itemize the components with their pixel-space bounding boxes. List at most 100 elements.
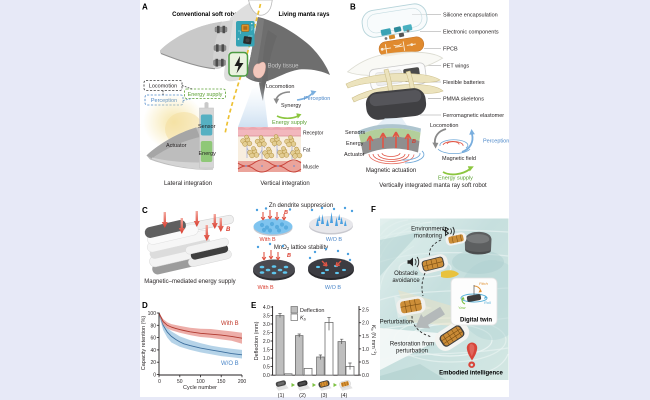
svg-text:Kb: Kb (300, 316, 307, 322)
svg-text:Cycle number: Cycle number (183, 385, 217, 391)
svg-text:Locomotion: Locomotion (149, 84, 177, 90)
svg-text:0.5: 0.5 (263, 365, 270, 371)
svg-text:Actuator: Actuator (344, 152, 365, 158)
svg-text:1.5: 1.5 (263, 348, 270, 354)
svg-text:Perception: Perception (483, 139, 509, 145)
svg-text:50: 50 (177, 379, 183, 385)
svg-text:Sensors: Sensors (345, 130, 365, 136)
svg-text:PMMA skeletons: PMMA skeletons (443, 97, 484, 103)
svg-text:Synergy: Synergy (281, 103, 301, 109)
svg-text:Zn dendrite suppression: Zn dendrite suppression (269, 203, 333, 209)
svg-text:Capacity retention (%): Capacity retention (%) (141, 316, 147, 371)
svg-text:Vertical integration: Vertical integration (260, 181, 309, 187)
svg-text:Embodied intelligence: Embodied intelligence (439, 371, 503, 377)
svg-text:E: E (251, 301, 257, 310)
svg-text:Energy: Energy (199, 151, 217, 157)
svg-text:Energy supply: Energy supply (272, 120, 307, 126)
svg-text:FPCB: FPCB (443, 47, 458, 53)
svg-text:F: F (371, 205, 376, 214)
svg-text:200: 200 (238, 379, 247, 385)
svg-text:Deflection: Deflection (300, 308, 324, 314)
svg-text:Digital twin: Digital twin (460, 318, 492, 324)
svg-text:Magnetic–mediated energy suppl: Magnetic–mediated energy supply (144, 279, 235, 285)
svg-text:B: B (284, 210, 288, 216)
svg-text:Receptor: Receptor (303, 131, 324, 137)
svg-text:PET wings: PET wings (443, 64, 469, 70)
svg-text:100: 100 (196, 379, 205, 385)
svg-text:3.5: 3.5 (263, 314, 270, 320)
svg-text:perturbation: perturbation (396, 349, 428, 355)
svg-text:Environment: Environment (411, 227, 445, 233)
svg-text:Flexible batteries: Flexible batteries (443, 80, 485, 86)
svg-text:B: B (226, 227, 231, 233)
svg-text:20: 20 (150, 360, 156, 366)
svg-text:Locomotion: Locomotion (266, 84, 294, 90)
svg-text:Deflection (mm): Deflection (mm) (254, 321, 260, 360)
svg-text:Conventional soft robot: Conventional soft robot (172, 12, 240, 18)
svg-text:1.0: 1.0 (362, 347, 369, 353)
svg-text:Perturbation: Perturbation (380, 320, 413, 326)
svg-text:Magnetic field: Magnetic field (442, 156, 476, 162)
svg-text:Energy supply: Energy supply (188, 92, 223, 98)
svg-text:Sensor: Sensor (198, 124, 216, 130)
svg-text:Perception: Perception (304, 96, 330, 102)
svg-text:0.0: 0.0 (263, 373, 270, 379)
svg-text:A: A (142, 3, 148, 12)
svg-text:B: B (287, 253, 291, 259)
svg-text:Pitch: Pitch (479, 281, 489, 286)
svg-text:0.5: 0.5 (362, 360, 369, 366)
svg-text:Muscle: Muscle (303, 165, 319, 171)
svg-text:(3): (3) (321, 393, 328, 399)
svg-text:Vertically integrated manta ra: Vertically integrated manta ray soft rob… (379, 183, 487, 189)
svg-text:Obstacle: Obstacle (394, 271, 418, 277)
svg-text:2.5: 2.5 (263, 331, 270, 337)
svg-text:(4): (4) (341, 393, 348, 399)
svg-text:60: 60 (150, 336, 156, 342)
svg-text:avoidance: avoidance (392, 278, 420, 284)
svg-text:Body tissue: Body tissue (268, 63, 300, 69)
svg-text:2.0: 2.0 (263, 339, 270, 345)
svg-text:40: 40 (150, 348, 156, 354)
svg-text:Restoration from: Restoration from (390, 342, 434, 348)
svg-text:Yaw: Yaw (458, 305, 467, 310)
svg-text:0: 0 (158, 379, 161, 385)
svg-text:0: 0 (153, 373, 156, 379)
svg-text:Silicone encapsulation: Silicone encapsulation (443, 13, 498, 19)
svg-text:80: 80 (150, 323, 156, 329)
svg-text:(1): (1) (278, 393, 285, 399)
svg-text:(2): (2) (299, 393, 306, 399)
svg-text:150: 150 (217, 379, 226, 385)
svg-text:D: D (142, 301, 148, 310)
svg-text:With B: With B (258, 285, 275, 291)
svg-text:1.0: 1.0 (263, 356, 270, 362)
svg-text:monitoring: monitoring (414, 234, 442, 240)
svg-text:1.5: 1.5 (362, 334, 369, 340)
svg-text:0.0: 0.0 (362, 373, 369, 379)
svg-text:With B: With B (221, 321, 239, 327)
svg-text:B: B (412, 139, 416, 145)
svg-text:Ferromagnetic elastomer: Ferromagnetic elastomer (443, 113, 504, 119)
svg-text:Fat: Fat (303, 148, 311, 154)
svg-text:Magnetic actuation: Magnetic actuation (366, 168, 416, 174)
svg-text:2.5: 2.5 (362, 308, 369, 314)
svg-text:100: 100 (148, 311, 157, 317)
svg-text:Living manta rays: Living manta rays (278, 12, 330, 18)
svg-text:MnO2 lattice stability: MnO2 lattice stability (274, 245, 328, 251)
svg-text:Kb (N mm−1): Kb (N mm−1) (370, 325, 378, 356)
svg-text:2.0: 2.0 (362, 321, 369, 327)
svg-text:W/O B: W/O B (326, 237, 343, 243)
svg-text:Roll: Roll (484, 300, 491, 305)
svg-text:4.0: 4.0 (263, 305, 270, 311)
svg-text:Energy supply: Energy supply (438, 176, 473, 182)
svg-text:With B: With B (260, 237, 277, 243)
svg-text:Electronic components: Electronic components (443, 30, 499, 36)
svg-text:C: C (142, 206, 148, 215)
svg-text:3.0: 3.0 (263, 322, 270, 328)
svg-text:B: B (350, 3, 356, 12)
svg-text:Actuator: Actuator (166, 143, 187, 149)
svg-text:W/O B: W/O B (221, 361, 239, 367)
svg-text:Lateral integration: Lateral integration (164, 181, 212, 187)
svg-text:Energy: Energy (346, 141, 364, 147)
svg-text:Locomotion: Locomotion (430, 123, 458, 129)
svg-text:W/O B: W/O B (325, 285, 342, 291)
